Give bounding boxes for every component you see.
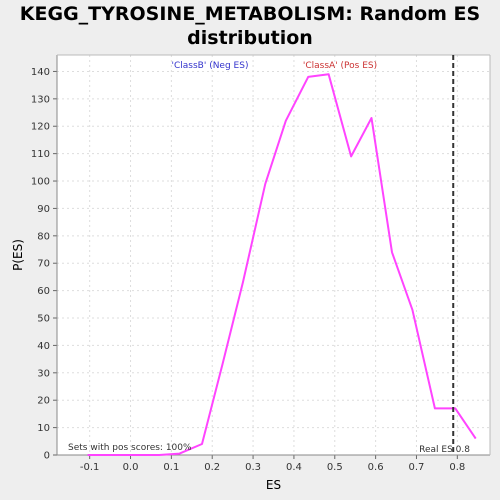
x-tick-label: -0.1	[80, 462, 100, 473]
x-tick-label: 0.6	[368, 462, 384, 473]
y-tick-label: 20	[37, 396, 50, 407]
x-tick-label: 0.8	[449, 462, 465, 473]
y-tick-label: 60	[37, 286, 50, 297]
axes: -0.1 0.0 0.1 0.2 0.3 0.4 0.5 0.6 0.7 0.8 0 10 20 30 40…	[31, 54, 491, 473]
x-tick-label: 0.3	[245, 462, 261, 473]
es-distribution-line	[87, 73, 477, 456]
y-tick-label: 30	[37, 368, 50, 379]
x-tick-label: 0.5	[327, 462, 343, 473]
y-tick-label: 120	[31, 122, 50, 133]
x-tick-label: 0.7	[409, 462, 425, 473]
series-layer	[87, 55, 477, 456]
x-tick-label: 0.0	[123, 462, 139, 473]
y-tick-label: 100	[31, 177, 50, 188]
y-tick-label: 80	[37, 231, 50, 242]
annotations: 'ClassB' (Neg ES) 'ClassA' (Pos ES) Sets…	[68, 61, 470, 455]
classB-label: 'ClassB' (Neg ES)	[172, 61, 249, 71]
chart-title: KEGG_TYROSINE_METABOLISM: Random ES dist…	[0, 2, 500, 50]
x-axis-label: ES	[266, 478, 281, 492]
y-tick-label: 0	[44, 451, 50, 462]
y-tick-label: 50	[37, 314, 50, 325]
chart-title-line-1: KEGG_TYROSINE_METABOLISM: Random ES	[19, 3, 481, 25]
chart-title-line-2: distribution	[187, 27, 313, 49]
x-tick-label: 0.1	[163, 462, 179, 473]
plot-area	[57, 55, 490, 455]
classA-label: 'ClassA' (Pos ES)	[303, 61, 377, 71]
y-tick-label: 10	[37, 423, 50, 434]
real-es-label: Real ES 0.8	[419, 445, 470, 455]
y-tick-label: 130	[31, 94, 50, 105]
y-tick-label: 70	[37, 259, 50, 270]
x-tick-label: 0.2	[204, 462, 220, 473]
y-tick-label: 90	[37, 204, 50, 215]
y-tick-label: 140	[31, 67, 50, 78]
y-tick-label: 40	[37, 341, 50, 352]
pos-scores-label: Sets with pos scores: 100%	[68, 443, 192, 453]
x-tick-label: 0.4	[286, 462, 302, 473]
y-tick-label: 110	[31, 149, 50, 160]
y-axis-label: P(ES)	[11, 239, 25, 271]
